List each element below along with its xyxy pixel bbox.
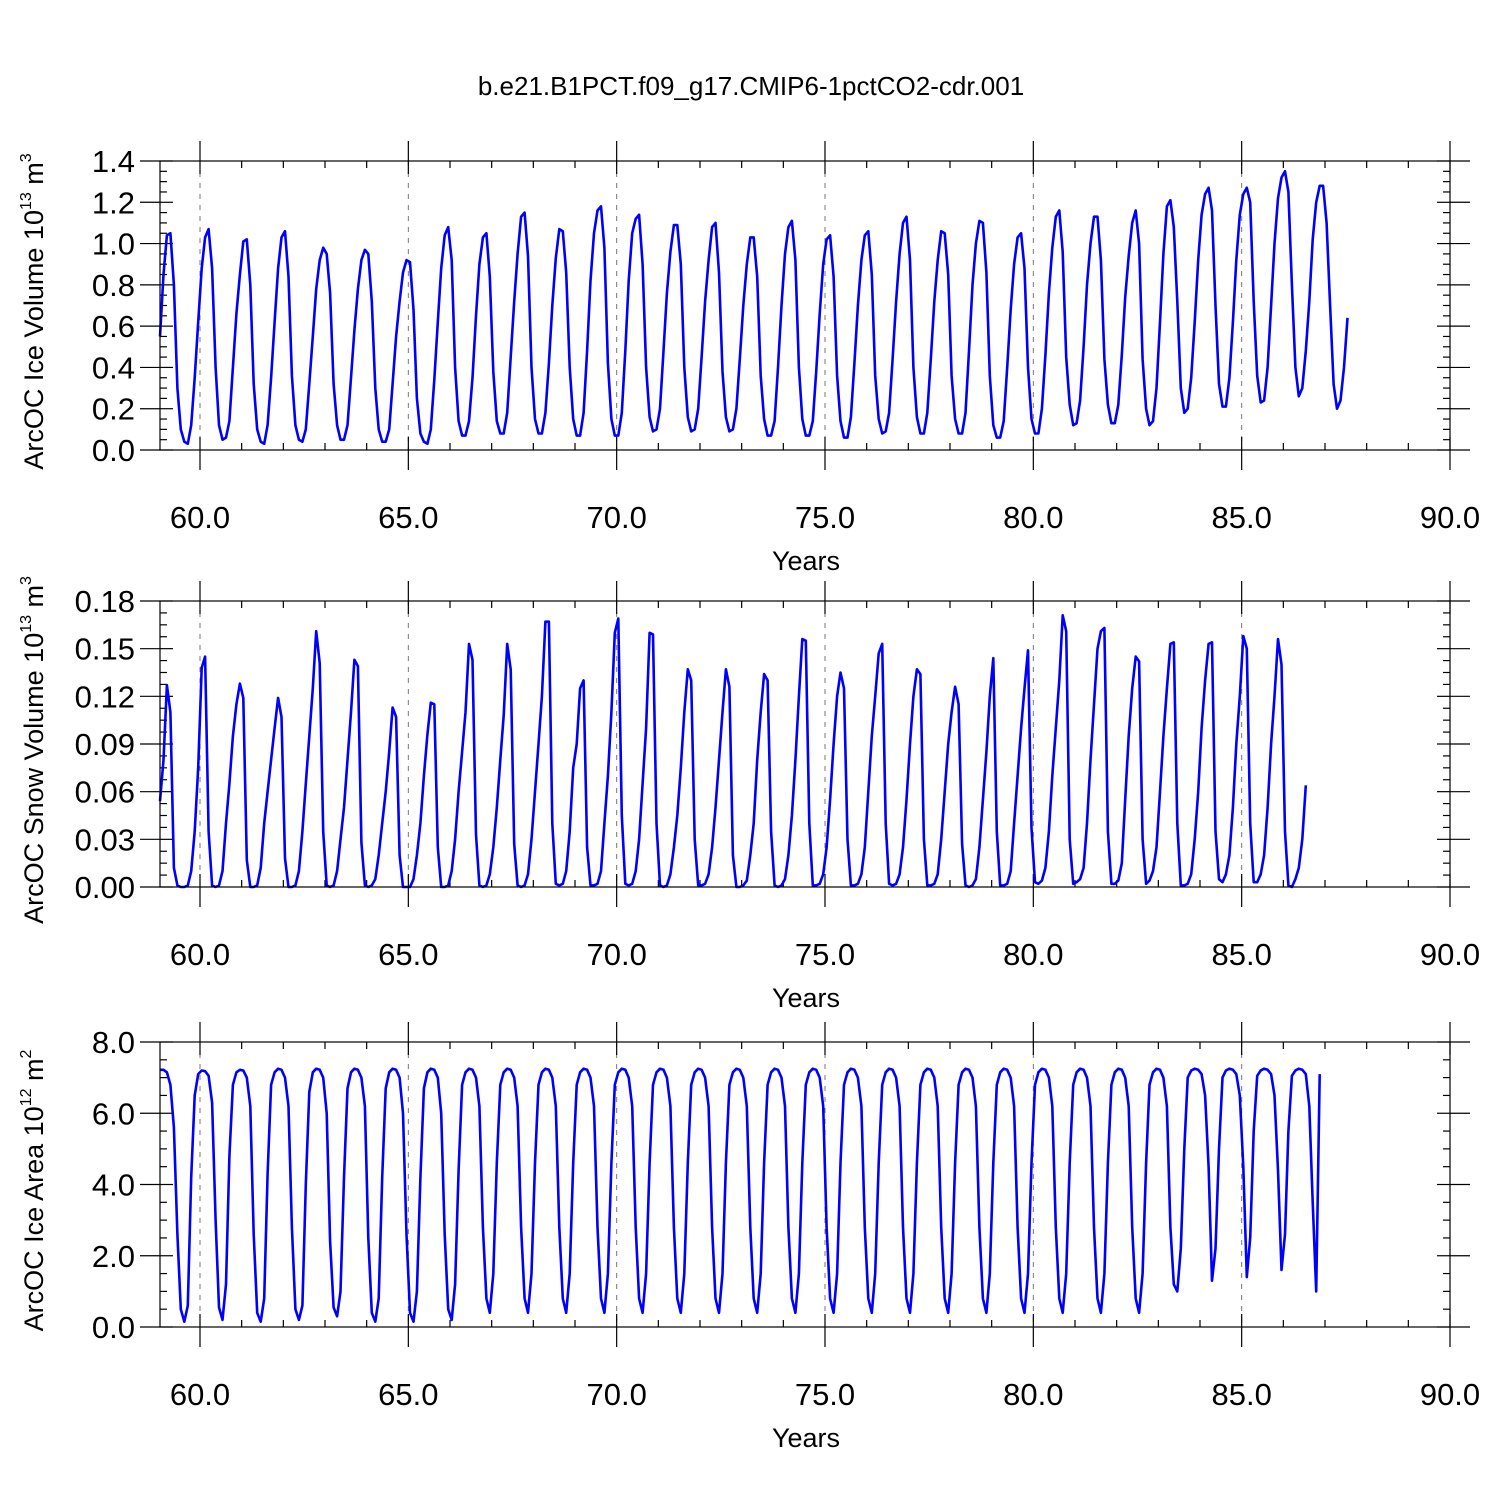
y-axis-label: ArcOC Snow Volume 1013 m3: [18, 576, 49, 924]
x-tick-label: 85.0: [1211, 500, 1271, 535]
y-tick-label: 0.00: [75, 870, 135, 905]
x-tick-label: 80.0: [1003, 500, 1063, 535]
y-tick-label: 6.0: [92, 1096, 135, 1131]
y-tick-label: 0.0: [92, 1310, 135, 1345]
y-tick-label: 0.8: [92, 268, 135, 303]
y-tick-label: 0.18: [75, 584, 135, 619]
ice-volume-panel: 60.0 65.0 70.0 75.0 80.0 85.0 90.0 0.0 0.2 0.4 0.6…: [18, 141, 1480, 576]
y-tick-label: 0.12: [75, 679, 135, 714]
plot-frame: [159, 160, 1451, 451]
y-tick-label: 0.4: [92, 350, 135, 385]
plot-frame: [159, 1041, 1451, 1328]
y-tick-label: 0.0: [92, 433, 135, 468]
x-tick-label: 60.0: [170, 937, 230, 972]
x-tick-label: 70.0: [586, 1377, 646, 1412]
ice-area-panel: 60.0 65.0 70.0 75.0 80.0 85.0 90.0 0.0 2.0 4.0 6.0…: [18, 1022, 1480, 1453]
y-tick-label: 8.0: [92, 1025, 135, 1060]
x-tick-label: 60.0: [170, 1377, 230, 1412]
x-tick-label: 70.0: [586, 937, 646, 972]
x-tick-label: 65.0: [378, 1377, 438, 1412]
y-tick-label: 4.0: [92, 1168, 135, 1203]
x-tick-label: 75.0: [795, 500, 855, 535]
x-tick-label: 65.0: [378, 500, 438, 535]
y-tick-label: 2.0: [92, 1239, 135, 1274]
y-tick-label: 1.2: [92, 185, 135, 220]
chart-title: b.e21.B1PCT.f09_g17.CMIP6-1pctCO2-cdr.00…: [478, 71, 1024, 101]
x-tick-label: 65.0: [378, 937, 438, 972]
x-axis-label: Years: [772, 1423, 840, 1453]
snow-volume-panel: 60.0 65.0 70.0 75.0 80.0 85.0 90.0 0.00 0.03 0.06…: [18, 576, 1480, 1013]
x-tick-label: 75.0: [795, 1377, 855, 1412]
y-tick-label: 0.6: [92, 309, 135, 344]
ice-area-series-line: [160, 1067, 1321, 1323]
x-axis-label: Years: [772, 983, 840, 1013]
y-axis-label: ArcOC Ice Area 1012 m2: [18, 1050, 49, 1332]
y-tick-label: 1.4: [92, 144, 135, 179]
x-tick-label: 80.0: [1003, 1377, 1063, 1412]
x-tick-label: 90.0: [1420, 500, 1480, 535]
x-tick-label: 90.0: [1420, 1377, 1480, 1412]
x-tick-label: 60.0: [170, 500, 230, 535]
y-tick-label: 0.06: [75, 775, 135, 810]
y-tick-label: 1.0: [92, 227, 135, 262]
y-tick-label: 0.03: [75, 822, 135, 857]
panels: 60.0 65.0 70.0 75.0 80.0 85.0 90.0 0.0 0.2 0.4 0.6…: [18, 141, 1480, 1453]
y-tick-label: 0.15: [75, 632, 135, 667]
x-tick-label: 85.0: [1211, 937, 1271, 972]
x-tick-label: 75.0: [795, 937, 855, 972]
x-tick-label: 85.0: [1211, 1377, 1271, 1412]
plot-frame: [159, 600, 1451, 888]
ice-volume-series-line: [158, 170, 1349, 446]
x-axis-label: Years: [772, 546, 840, 576]
snow-volume-series-line: [158, 613, 1308, 889]
y-axis-label: ArcOC Ice Volume 1013 m3: [18, 153, 49, 469]
x-tick-label: 90.0: [1420, 937, 1480, 972]
x-tick-label: 80.0: [1003, 937, 1063, 972]
y-tick-label: 0.09: [75, 727, 135, 762]
y-tick-label: 0.2: [92, 392, 135, 427]
x-tick-label: 70.0: [586, 500, 646, 535]
